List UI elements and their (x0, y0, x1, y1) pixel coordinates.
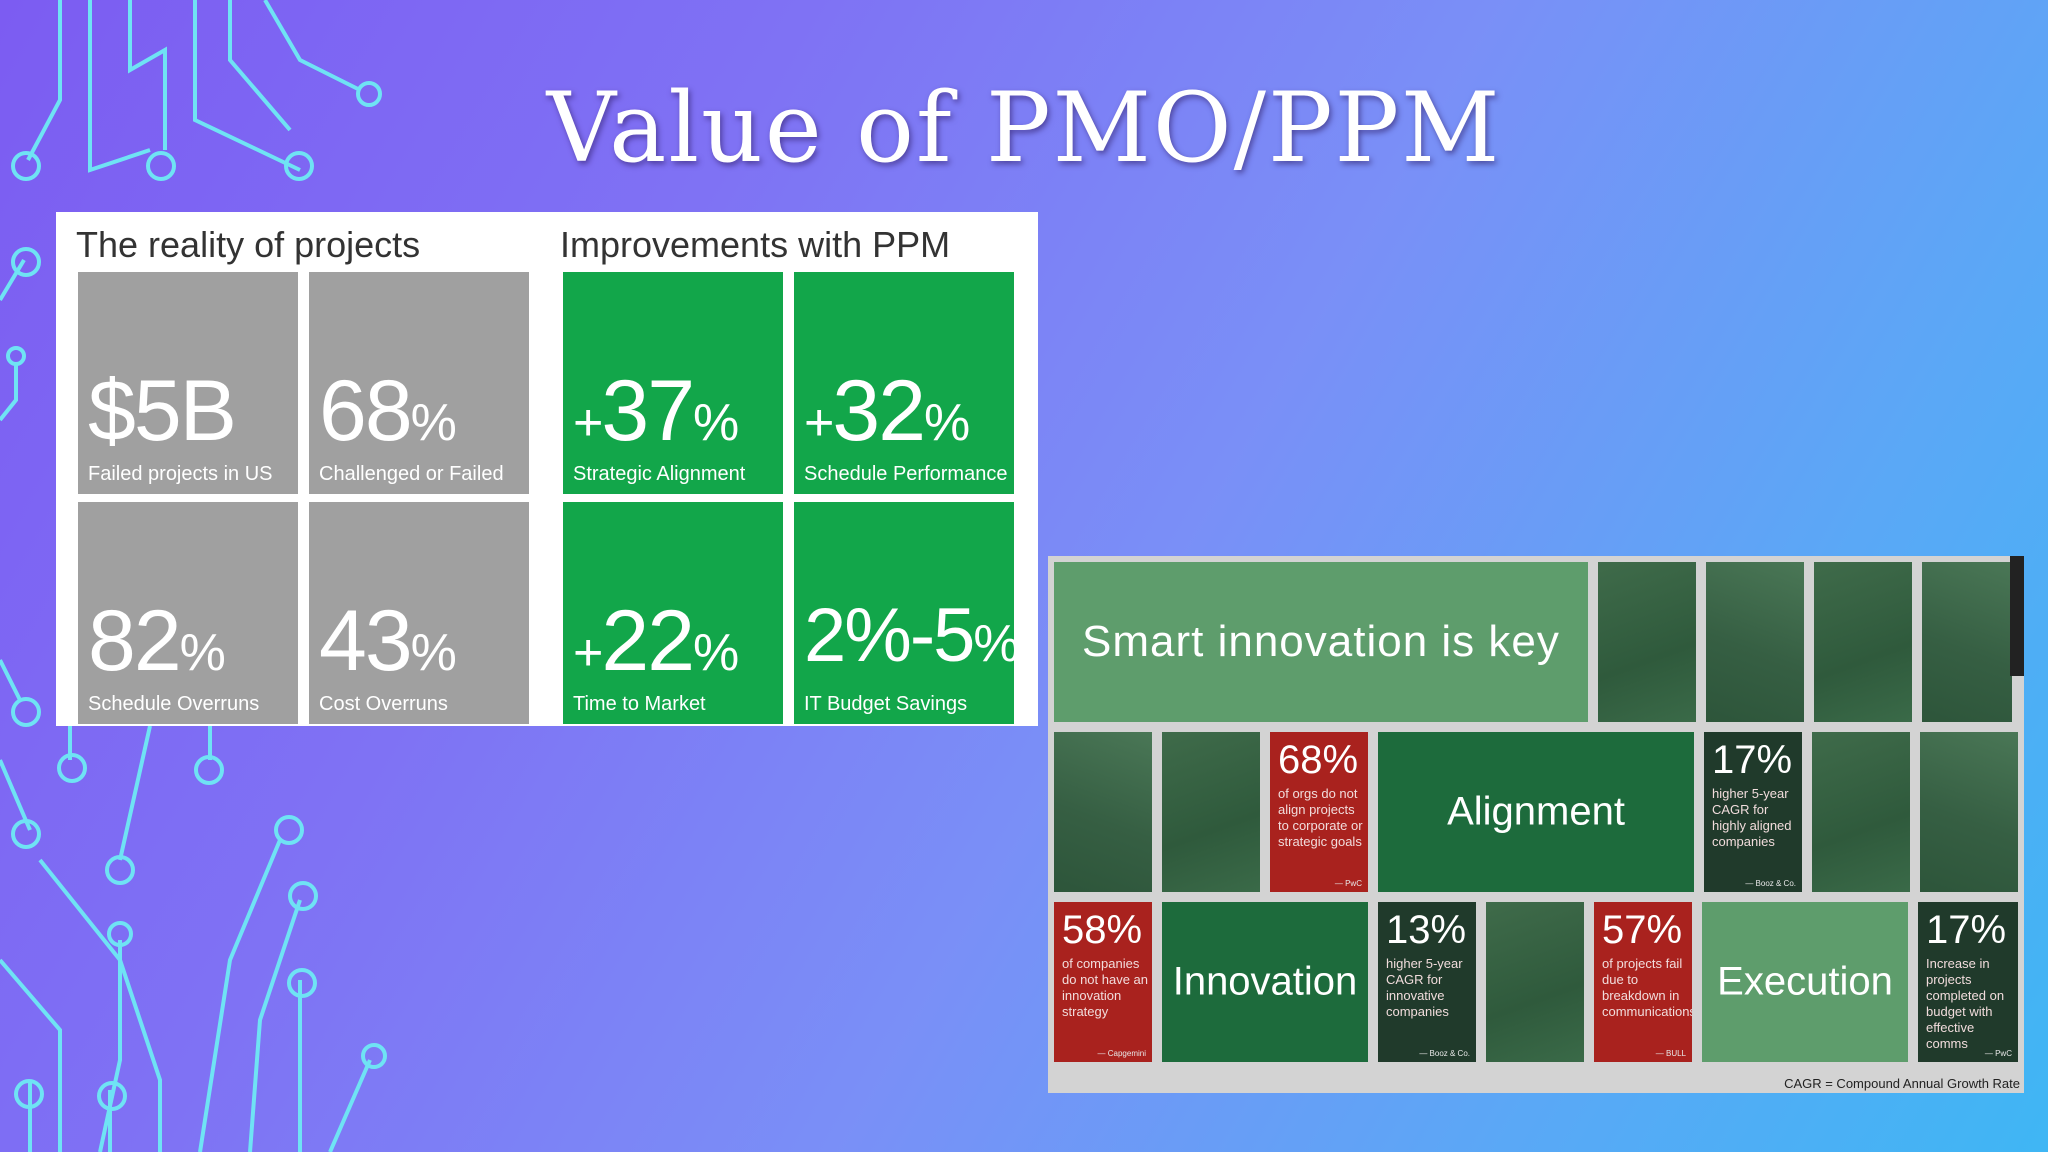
stat-description: of projects fail due to breakdown in com… (1602, 956, 1692, 1019)
stat-description: higher 5-year CAGR for highly aligned co… (1712, 786, 1792, 849)
stat-tile: 58% of companies do not have an innovati… (1054, 902, 1152, 1062)
stat-description: of companies do not have an innovation s… (1062, 956, 1149, 1019)
stat-percent: 17% (1926, 908, 2007, 952)
improvements-heading: Improvements with PPM (560, 224, 951, 265)
reality-tile: 82% Schedule Overruns (78, 502, 298, 724)
stat-source: — PwC (1334, 879, 1362, 888)
stat-percent: 13% (1386, 908, 1467, 952)
innovation-tile: Innovation (1162, 902, 1368, 1062)
execution-label: Execution (1717, 959, 1893, 1004)
tile-label: Schedule Performance (804, 463, 1008, 485)
key-banner-tile: Smart innovation is key (1054, 562, 1588, 722)
stat-source: — Capgemini (1097, 1049, 1146, 1058)
improvement-tile: +32% Schedule Performance (794, 272, 1014, 494)
stat-tile: 17% Increase in projects completed on bu… (1918, 902, 2018, 1062)
tile-label: IT Budget Savings (804, 693, 968, 715)
stat-tile: 17% higher 5-year CAGR for highly aligne… (1704, 732, 1802, 892)
photo-tile (1598, 562, 1696, 722)
tile-value: $5B (88, 363, 237, 459)
photo-tile (1814, 562, 1912, 722)
stat-source: — Booz & Co. (1745, 879, 1796, 888)
innovation-label: Innovation (1172, 959, 1358, 1004)
improvement-tile: +22% Time to Market (563, 502, 783, 724)
stat-description: Increase in projects completed on budget… (1926, 956, 2005, 1051)
stat-percent: 57% (1602, 908, 1683, 952)
reality-tile: 68% Challenged or Failed (309, 272, 529, 494)
photo-tile (1054, 732, 1152, 892)
tile-label: Cost Overruns (319, 693, 448, 715)
stat-percent: 68% (1278, 738, 1359, 782)
key-banner-text: Smart innovation is key (1082, 617, 1560, 666)
tile-value: +32% (804, 363, 970, 459)
tile-label: Schedule Overruns (88, 693, 260, 715)
stat-source: — Booz & Co. (1419, 1049, 1470, 1058)
photo-tile (1812, 732, 1910, 892)
stat-tile: 68% of orgs do not align projects to cor… (1270, 732, 1368, 892)
tile-value: +37% (573, 363, 739, 459)
reality-tile: $5B Failed projects in US (78, 272, 298, 494)
reality-tile: 43% Cost Overruns (309, 502, 529, 724)
photo-tile (1162, 732, 1260, 892)
stat-tile: 57% of projects fail due to breakdown in… (1594, 902, 1692, 1062)
reality-heading: The reality of projects (76, 224, 421, 265)
tile-label: Strategic Alignment (573, 463, 746, 485)
innovation-mosaic-image: Smart innovation is key 68% of orgs do n… (1048, 556, 2024, 1093)
tile-label: Challenged or Failed (319, 463, 504, 485)
tile-value: 82% (88, 593, 226, 689)
improvement-tile: +37% Strategic Alignment (563, 272, 783, 494)
stat-percent: 17% (1712, 738, 1793, 782)
tile-label: Failed projects in US (88, 463, 273, 485)
stat-description: higher 5-year CAGR for innovative compan… (1386, 956, 1463, 1019)
improvement-tile: 2%-5% IT Budget Savings (794, 502, 1020, 724)
stat-source: — BULL (1655, 1049, 1686, 1058)
tile-value: 68% (319, 363, 457, 459)
photo-tile (1922, 562, 2012, 722)
stat-source: — PwC (1984, 1049, 2012, 1058)
tile-value: 2%-5% (804, 593, 1020, 678)
stat-description: of orgs do not align projects to corpora… (1278, 786, 1363, 849)
tile-value: +22% (573, 593, 739, 689)
alignment-label: Alignment (1447, 789, 1625, 834)
photo-tile (1486, 902, 1584, 1062)
circuit-decoration (0, 0, 387, 1152)
photo-tile (1920, 732, 2018, 892)
ppm-stats-image: The reality of projects Improvements wit… (56, 212, 1038, 726)
slide-title: Value of PMO/PPM (546, 72, 1502, 184)
tile-label: Time to Market (573, 693, 706, 715)
execution-tile: Execution (1702, 902, 1908, 1062)
cagr-footnote: CAGR = Compound Annual Growth Rate (1784, 1076, 2020, 1091)
alignment-tile: Alignment (1378, 732, 1694, 892)
tile-value: 43% (319, 593, 457, 689)
scrollbar-thumb[interactable] (2010, 556, 2024, 676)
stat-percent: 58% (1062, 908, 1143, 952)
photo-tile (1706, 562, 1804, 722)
stat-tile: 13% higher 5-year CAGR for innovative co… (1378, 902, 1476, 1062)
